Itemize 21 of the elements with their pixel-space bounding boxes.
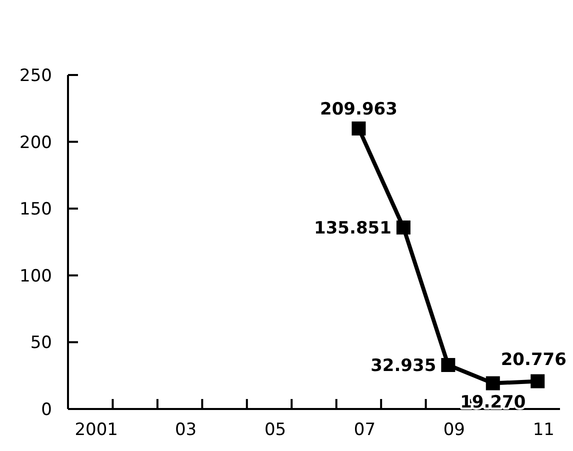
x-tick-label: 03 — [175, 420, 197, 440]
point — [396, 220, 410, 235]
data-label: 20.776 — [500, 350, 566, 370]
y-tick-label: 150 — [20, 200, 52, 220]
y-tick-label: 50 — [30, 333, 52, 354]
data-label: 135.851 — [314, 218, 392, 239]
y-tick-label: 0 — [41, 400, 52, 420]
x-tick-label: 11 — [532, 420, 554, 440]
y-tick-label: 250 — [20, 66, 52, 86]
data-label: 209.963 — [320, 99, 398, 120]
y-tick-label: 100 — [20, 266, 52, 286]
x-tick-label: 05 — [264, 420, 286, 440]
x-tick-label: 07 — [354, 420, 376, 440]
data-label: 32.935 — [370, 356, 436, 376]
point — [352, 121, 366, 136]
point — [530, 374, 545, 388]
x-tick-label: 09 — [443, 420, 465, 440]
point — [441, 358, 456, 372]
x-tick-label: 2001 — [74, 420, 118, 440]
point — [486, 376, 500, 390]
y-tick-label: 200 — [20, 132, 52, 153]
